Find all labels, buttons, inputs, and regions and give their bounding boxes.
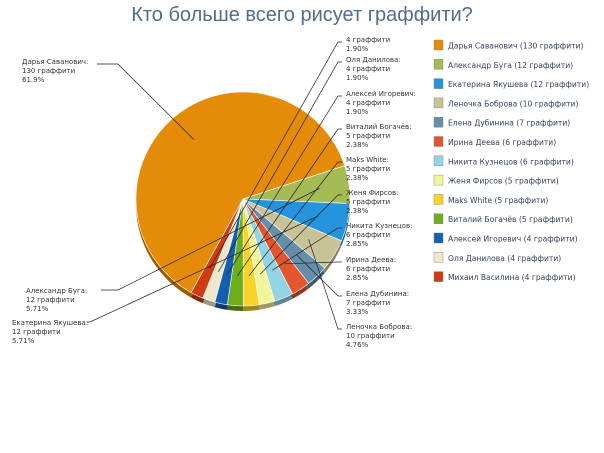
data-label-maks-white-5-граффити-3: 2.38% <box>346 174 369 182</box>
leader-line-7 <box>272 227 342 271</box>
legend-swatch-елена-дубинина-7-граффити <box>433 116 444 128</box>
leader-line-11 <box>226 95 342 275</box>
leader-line-9 <box>248 161 342 277</box>
data-label-дарья-саванович-130-граффити-2: 130 граффити <box>22 67 75 75</box>
data-label-екатерина-якушева-12-граффити-1: Екатерина Якушева: <box>12 319 88 327</box>
legend-swatch-виталий-богачёв-5-граффити <box>433 213 444 224</box>
legend-swatch-ирина-деева-6-граффити <box>433 136 444 147</box>
leader-line-5 <box>296 254 342 297</box>
data-label-виталий-богачёв-5-граффити-1: Виталий Богачёв: <box>346 123 412 131</box>
data-label-леночка-боброва-10-граффити-3: 4.76% <box>346 341 369 349</box>
data-label-никита-кузнецов-6-граффити-2: 6 граффити <box>346 231 390 239</box>
legend-swatch-никита-кузнецов-6-граффити <box>433 155 444 167</box>
data-label-алексей-игоревич-4-граффити-1: Алексей Игоревич: <box>346 90 416 98</box>
legend-label-виталий-богачёв-5-граффити: Виталий Богачёв (5 граффити) <box>448 215 573 224</box>
leader-line-2 <box>101 188 320 291</box>
data-label-ирина-деева-6-граффити-3: 2.85% <box>346 274 369 282</box>
data-label-алексей-игоревич-4-граффити-2: 4 граффити <box>346 99 390 107</box>
legend-label-алексей-игоревич-4-граффити: Алексей Игоревич (4 граффити) <box>448 235 578 244</box>
legend-label-екатерина-якушева-12-граффити: Екатерина Якушева (12 граффити) <box>448 80 589 89</box>
data-label-леночка-боброва-10-граффити-1: Леночка Боброва: <box>346 323 412 331</box>
legend-label-никита-кузнецов-6-граффити: Никита Кузнецов (6 граффити) <box>448 157 574 166</box>
legend-label-александр-буга-12-граффити: Александр Буга (12 граффити) <box>448 61 573 70</box>
data-label-александр-буга-12-граффити-1: Александр Буга: <box>26 287 87 295</box>
leader-line-10 <box>237 128 342 276</box>
data-label-виталий-богачёв-5-граффити-3: 2.38% <box>346 141 369 149</box>
legend-swatch-оля-данилова-4-граффити <box>433 252 444 263</box>
legend-swatch-женя-фирсов-5-граффити <box>433 174 444 186</box>
data-label-михаил-василина-4-граффити-2: 4 граффити <box>346 36 390 44</box>
leader-line-13 <box>209 41 342 269</box>
data-label-леночка-боброва-10-граффити-2: 10 граффити <box>346 332 395 340</box>
data-label-ирина-деева-6-граффити-1: Ирина Деева: <box>346 256 396 264</box>
legend-label-леночка-боброва-10-граффити: Леночка Боброва (10 граффити) <box>448 99 578 108</box>
legend-swatch-екатерина-якушева-12-граффити <box>433 78 444 89</box>
data-label-женя-фирсов-5-граффити-2: 5 граффити <box>346 198 390 206</box>
data-label-елена-дубинина-7-граффити-2: 7 граффити <box>346 299 390 307</box>
data-label-дарья-саванович-130-граффити-3: 61.9% <box>22 76 45 84</box>
legend-swatch-михаил-василина-4-граффити <box>433 271 444 282</box>
legend-label-ирина-деева-6-граффити: Ирина Деева (6 граффити) <box>448 138 556 147</box>
leader-line-4 <box>308 239 342 330</box>
data-label-александр-буга-12-граффити-2: 12 граффити <box>26 296 75 304</box>
data-label-никита-кузнецов-6-граффити-1: Никита Кузнецов: <box>346 222 412 230</box>
data-label-женя-фирсов-5-граффити-3: 2.38% <box>346 207 369 215</box>
data-label-алексей-игоревич-4-граффити-3: 1.90% <box>346 108 369 116</box>
data-label-елена-дубинина-7-граффити-1: Елена Дубинина: <box>346 290 409 298</box>
leader-line-1 <box>97 63 195 140</box>
data-label-оля-данилова-4-граффити-2: 4 граффити <box>346 65 390 73</box>
legend-swatch-леночка-боброва-10-граффити <box>433 97 444 109</box>
legend-label-дарья-саванович-130-граффити: Дарья Саванович (130 граффити) <box>448 42 583 51</box>
leader-line-6 <box>284 261 342 265</box>
chart-title: Кто больше всего рисует граффити? <box>131 4 473 26</box>
data-label-виталий-богачёв-5-граффити-2: 5 граффити <box>346 132 390 140</box>
legend-label-михаил-василина-4-граффити: Михаил Василина (4 граффити) <box>448 273 576 282</box>
data-label-maks-white-5-граффити-2: 5 граффити <box>346 165 390 173</box>
legend-swatch-maks-white-5-граффити <box>433 194 444 205</box>
data-label-maks-white-5-граффити-1: Maks White: <box>346 156 389 164</box>
pie-slice-михаил-василина-4-граффити <box>190 198 244 299</box>
legend-swatch-алексей-игоревич-4-граффити <box>433 232 444 244</box>
legend-label-оля-данилова-4-граффити: Оля Данилова (4 граффити) <box>448 254 561 263</box>
data-label-екатерина-якушева-12-граффити-2: 12 граффити <box>12 328 61 336</box>
legend-label-maks-white-5-граффити: Maks White (5 граффити) <box>448 196 548 205</box>
leader-line-8 <box>260 194 342 275</box>
data-label-александр-буга-12-граффити-3: 5.71% <box>26 305 49 313</box>
data-label-екатерина-якушева-12-граффити-3: 5.71% <box>12 337 35 345</box>
legend-swatch-александр-буга-12-граффити <box>433 59 444 70</box>
legend-swatch-дарья-саванович-130-граффити <box>433 39 444 51</box>
legend-label-женя-фирсов-5-граффити: Женя Фирсов (5 граффити) <box>448 177 559 186</box>
legend-label-елена-дубинина-7-граффити: Елена Дубинина (7 граффити) <box>448 119 570 128</box>
data-label-дарья-саванович-130-граффити-1: Дарья Саванович: <box>22 58 88 66</box>
data-label-оля-данилова-4-граффити-1: Оля Данилова: <box>346 56 401 64</box>
data-label-оля-данилова-4-граффити-3: 1.90% <box>346 74 369 82</box>
data-label-михаил-василина-4-граффити-3: 1.90% <box>346 45 369 53</box>
data-label-елена-дубинина-7-граффити-3: 3.33% <box>346 308 369 316</box>
data-label-женя-фирсов-5-граффити-1: Женя Фирсов: <box>346 189 399 197</box>
data-label-ирина-деева-6-граффити-2: 6 граффити <box>346 265 390 273</box>
leader-line-3 <box>87 215 319 323</box>
data-label-никита-кузнецов-6-граффити-3: 2.85% <box>346 240 369 248</box>
leader-line-12 <box>217 61 342 273</box>
